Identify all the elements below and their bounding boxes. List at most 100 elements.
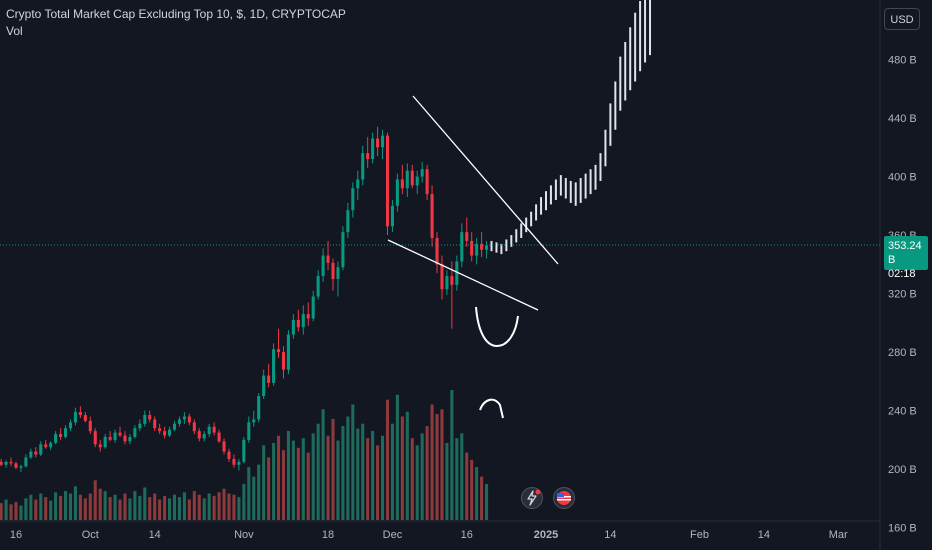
- volume-bar: [19, 505, 23, 520]
- candle-body: [143, 415, 147, 424]
- projection-bar: [589, 169, 592, 195]
- projection-bar: [624, 41, 627, 101]
- volume-arc[interactable]: [479, 398, 504, 419]
- time-tick-label: 18: [322, 529, 334, 541]
- volume-bar: [197, 494, 201, 520]
- candle-body: [430, 194, 434, 239]
- volume-bar: [192, 491, 196, 520]
- volume-bar: [321, 409, 325, 520]
- volume-bar: [39, 493, 43, 520]
- candle-body: [316, 276, 320, 297]
- volume-bar: [113, 494, 117, 520]
- price-tick-label: 240 B: [888, 406, 917, 418]
- volume-bar: [306, 452, 310, 520]
- falling-wedge-upper-trendline[interactable]: [412, 95, 559, 265]
- candle-body: [346, 210, 350, 233]
- volume-bar: [133, 491, 137, 520]
- volume-bar: [88, 493, 92, 520]
- candle-body: [4, 461, 8, 465]
- volume-bar: [237, 497, 241, 520]
- volume-bar: [400, 416, 404, 520]
- projection-bar: [619, 56, 622, 111]
- volume-bar: [311, 433, 315, 520]
- volume-bar: [83, 498, 87, 520]
- candle-body: [237, 461, 241, 465]
- volume-bar: [257, 464, 261, 520]
- volume-bar: [331, 418, 335, 520]
- volume-bar: [262, 445, 266, 520]
- time-tick-label: 16: [10, 529, 22, 541]
- volume-bar: [163, 495, 167, 520]
- price-tick-label: 320 B: [888, 289, 917, 301]
- volume-bar: [336, 440, 340, 520]
- volume-bar: [93, 480, 97, 520]
- drawing-overlays[interactable]: [387, 95, 559, 419]
- us-flag-icon[interactable]: [553, 487, 575, 509]
- candle-body: [44, 444, 48, 448]
- volume-bar: [148, 497, 152, 520]
- volume-bar: [78, 494, 82, 520]
- projection-bar: [649, 0, 652, 56]
- volume-bar: [445, 442, 449, 520]
- candle-body: [128, 436, 132, 442]
- candle-body: [395, 179, 399, 206]
- volume-bar: [128, 498, 132, 520]
- volume-indicator-label[interactable]: Vol: [6, 24, 23, 38]
- candle-body: [276, 349, 281, 353]
- candle-body: [301, 314, 305, 328]
- candle-body: [405, 170, 409, 189]
- candle-body: [410, 170, 414, 186]
- candle-body: [341, 232, 345, 268]
- volume-bar: [341, 426, 345, 520]
- candle-body: [212, 426, 216, 433]
- price-tick-label: 440 B: [888, 113, 917, 125]
- time-tick-label: Oct: [82, 529, 99, 541]
- volume-bar: [153, 493, 157, 520]
- volume-bar: [385, 399, 390, 520]
- volume-bar: [361, 423, 365, 520]
- volume-bar: [435, 414, 439, 520]
- candle-body: [217, 432, 221, 442]
- volume-bar: [425, 426, 429, 520]
- volume-bar: [118, 499, 122, 520]
- volume-bar: [14, 501, 18, 520]
- volume-bar: [103, 491, 107, 520]
- volume-bar: [4, 499, 8, 520]
- time-tick-label: 2025: [534, 529, 558, 541]
- candle-body: [440, 264, 444, 290]
- falling-wedge-lower-trendline[interactable]: [387, 239, 539, 311]
- currency-button[interactable]: USD: [884, 8, 920, 30]
- volume-bar: [49, 500, 53, 520]
- volume-bar: [123, 493, 127, 520]
- volume-bar: [440, 409, 444, 520]
- candle-body: [78, 412, 82, 416]
- volume-bar: [212, 495, 216, 520]
- projection-bar: [604, 129, 607, 167]
- projection-bar: [525, 217, 528, 233]
- candle-body: [163, 431, 167, 436]
- volume-bar: [247, 467, 251, 520]
- lightning-icon[interactable]: [521, 487, 543, 509]
- time-tick-label: 16: [461, 529, 473, 541]
- volume-bar: [455, 438, 459, 520]
- rounding-bottom-arc[interactable]: [475, 306, 519, 348]
- time-tick-label: Dec: [383, 529, 403, 541]
- volume-bar: [420, 433, 424, 520]
- volume-bar: [281, 450, 286, 520]
- volume-bar: [207, 493, 211, 520]
- candle-body: [331, 262, 335, 279]
- candle-body: [202, 434, 206, 439]
- candle-body: [475, 243, 479, 256]
- candle-body: [182, 416, 186, 420]
- candle-body: [351, 188, 355, 211]
- candle-body: [252, 419, 256, 423]
- time-tick-label: 14: [758, 529, 770, 541]
- volume-bar: [475, 467, 479, 520]
- volume-bar: [168, 498, 172, 520]
- candle-body: [281, 352, 286, 370]
- projection-bar: [490, 240, 493, 252]
- candle-body: [83, 415, 87, 421]
- candle-body: [118, 432, 122, 436]
